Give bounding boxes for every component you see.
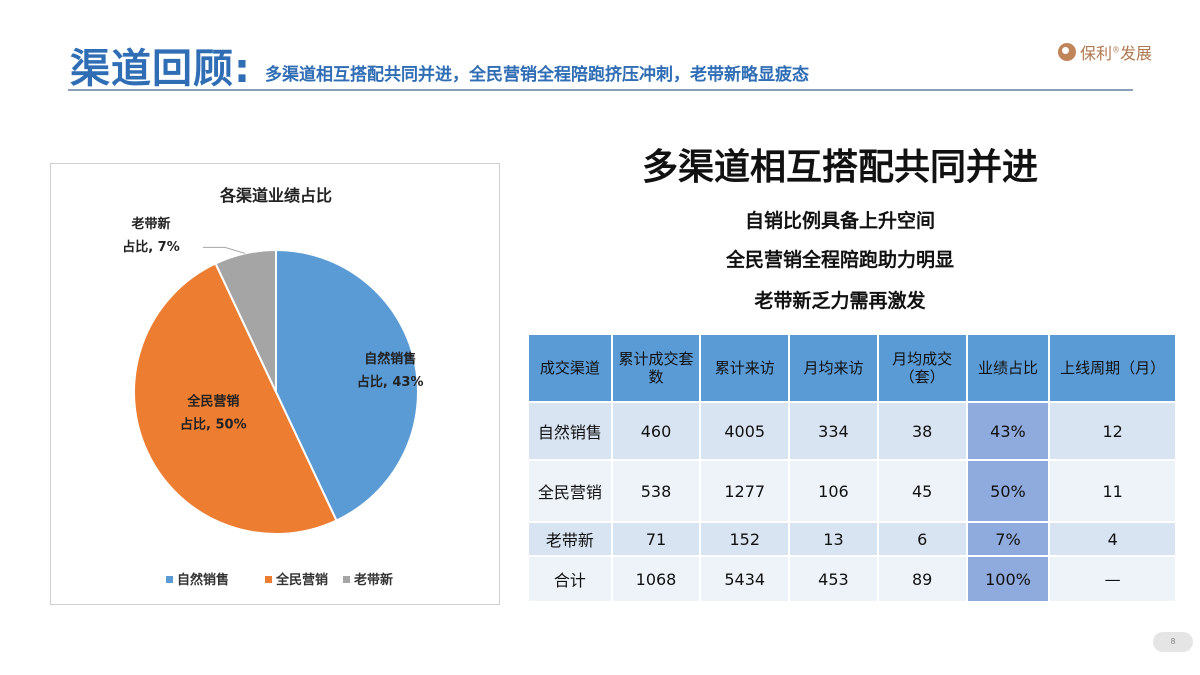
legend-label-referral: 老带新: [353, 572, 393, 588]
table-cell: 6: [876, 521, 968, 557]
table-header-row: 成交渠道 累计成交套数 累计来访 月均来访 月均成交（套） 业绩占比 上线周期（…: [527, 333, 1177, 403]
slogan-headline: 多渠道相互搭配共同并进: [641, 147, 1038, 188]
page-title: 渠道回顾:: [70, 36, 251, 94]
logo-text: 保利®发展: [1080, 40, 1152, 64]
data-label-all-people-marketing-name: 全民营销: [186, 393, 239, 409]
page-subtitle: 多渠道相互搭配共同并进，全民营销全程陪跑挤压冲刺，老带新略显疲态: [265, 65, 809, 85]
data-label-all-people-marketing-value: 占比, 50%: [180, 416, 247, 432]
table-cell: 460: [610, 401, 702, 461]
table-cell: 38: [876, 401, 968, 461]
page-title-colon: :: [234, 46, 251, 92]
slogan-line-3: 老带新乏力需再激发: [754, 290, 926, 312]
slogan-line-2: 全民营销全程陪跑助力明显: [725, 249, 954, 271]
table-cell: 11: [1048, 459, 1177, 523]
logo-registered-mark: ®: [1112, 45, 1121, 55]
table-cell: 1277: [699, 459, 791, 523]
table-cell: 538: [610, 459, 702, 523]
table-header-cell: 成交渠道: [527, 333, 613, 403]
table-header-cell: 月均来访: [788, 333, 879, 403]
table-cell: 自然销售: [527, 401, 613, 461]
table-cell: 老带新: [527, 521, 613, 557]
table-cell: 106: [788, 459, 879, 523]
pie-slice-all-people-marketing: [133, 262, 338, 535]
table-cell: 152: [699, 521, 791, 557]
legend-label-all-people-marketing: 全民营销: [275, 572, 328, 588]
table-row: 全民营销 538 1277 106 45 50% 11: [527, 459, 1177, 523]
table-cell: 4005: [699, 401, 791, 461]
channel-table: 成交渠道 累计成交套数 累计来访 月均来访 月均成交（套） 业绩占比 上线周期（…: [527, 333, 1177, 603]
logo-text-part1: 保利: [1080, 44, 1113, 63]
legend-label-natural-sales: 自然销售: [177, 572, 229, 588]
chart-title: 各渠道业绩占比: [219, 186, 332, 205]
table-cell: 71: [610, 521, 702, 557]
data-label-referral-value: 占比, 7%: [122, 239, 180, 255]
header-divider: [68, 89, 1133, 91]
pie-slice-natural-sales: [275, 248, 419, 522]
page-title-text: 渠道回顾: [70, 46, 234, 92]
table-header-cell: 业绩占比: [965, 333, 1051, 403]
table-cell: 45: [876, 459, 968, 523]
table-cell: 全民营销: [527, 459, 613, 523]
table-row-total: 合计 1068 5434 453 89 100% —: [527, 555, 1177, 603]
legend-marker-all-people-marketing: [265, 576, 272, 583]
pie-chart-panel: 各渠道业绩占比 自然销售 占比, 43% 全民营销 占比, 50% 老带新 占比, 7% 自然…: [50, 163, 500, 605]
logo-mark-icon: [1058, 43, 1076, 61]
table-cell: 13: [788, 521, 879, 557]
table-cell: 334: [788, 401, 879, 461]
table-cell-share: 100%: [965, 555, 1051, 603]
logo-text-part2: 发展: [1120, 44, 1153, 63]
table-cell-share: 7%: [965, 521, 1051, 557]
table-cell: 453: [788, 555, 879, 603]
data-label-natural-sales-value: 占比, 43%: [357, 374, 424, 390]
table-header-cell: 上线周期（月）: [1048, 333, 1177, 403]
page-number: 8: [1153, 632, 1193, 652]
table-cell: 89: [876, 555, 968, 603]
legend-marker-referral: [343, 576, 350, 583]
table-cell: 1068: [610, 555, 702, 603]
table-cell: 12: [1048, 401, 1177, 461]
table-cell: 合计: [527, 555, 613, 603]
table-cell: 4: [1048, 521, 1177, 557]
slogan-line-1: 自销比例具备上升空间: [744, 210, 935, 232]
table-header-cell: 累计来访: [699, 333, 791, 403]
leader-line-referral: [203, 246, 246, 254]
data-label-referral-name: 老带新: [130, 216, 170, 232]
table-header-cell: 累计成交套数: [610, 333, 702, 403]
table-cell: 5434: [699, 555, 791, 603]
legend-marker-natural-sales: [166, 576, 173, 583]
data-label-natural-sales-name: 自然销售: [364, 351, 416, 367]
table-cell-share: 43%: [965, 401, 1051, 461]
brand-logo: 保利®发展: [1058, 40, 1152, 64]
table-row: 自然销售 460 4005 334 38 43% 12: [527, 401, 1177, 461]
table-row: 老带新 71 152 13 6 7% 4: [527, 521, 1177, 557]
table-header-cell: 月均成交（套）: [876, 333, 968, 403]
table-cell: —: [1048, 555, 1177, 603]
table-cell-share: 50%: [965, 459, 1051, 523]
pie-slice-referral: [214, 248, 277, 393]
